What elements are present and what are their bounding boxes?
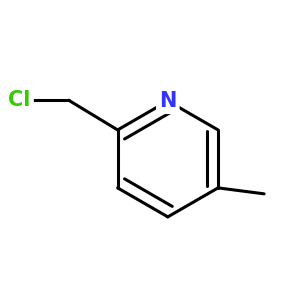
Text: Cl: Cl — [8, 90, 31, 110]
Text: N: N — [159, 91, 176, 111]
